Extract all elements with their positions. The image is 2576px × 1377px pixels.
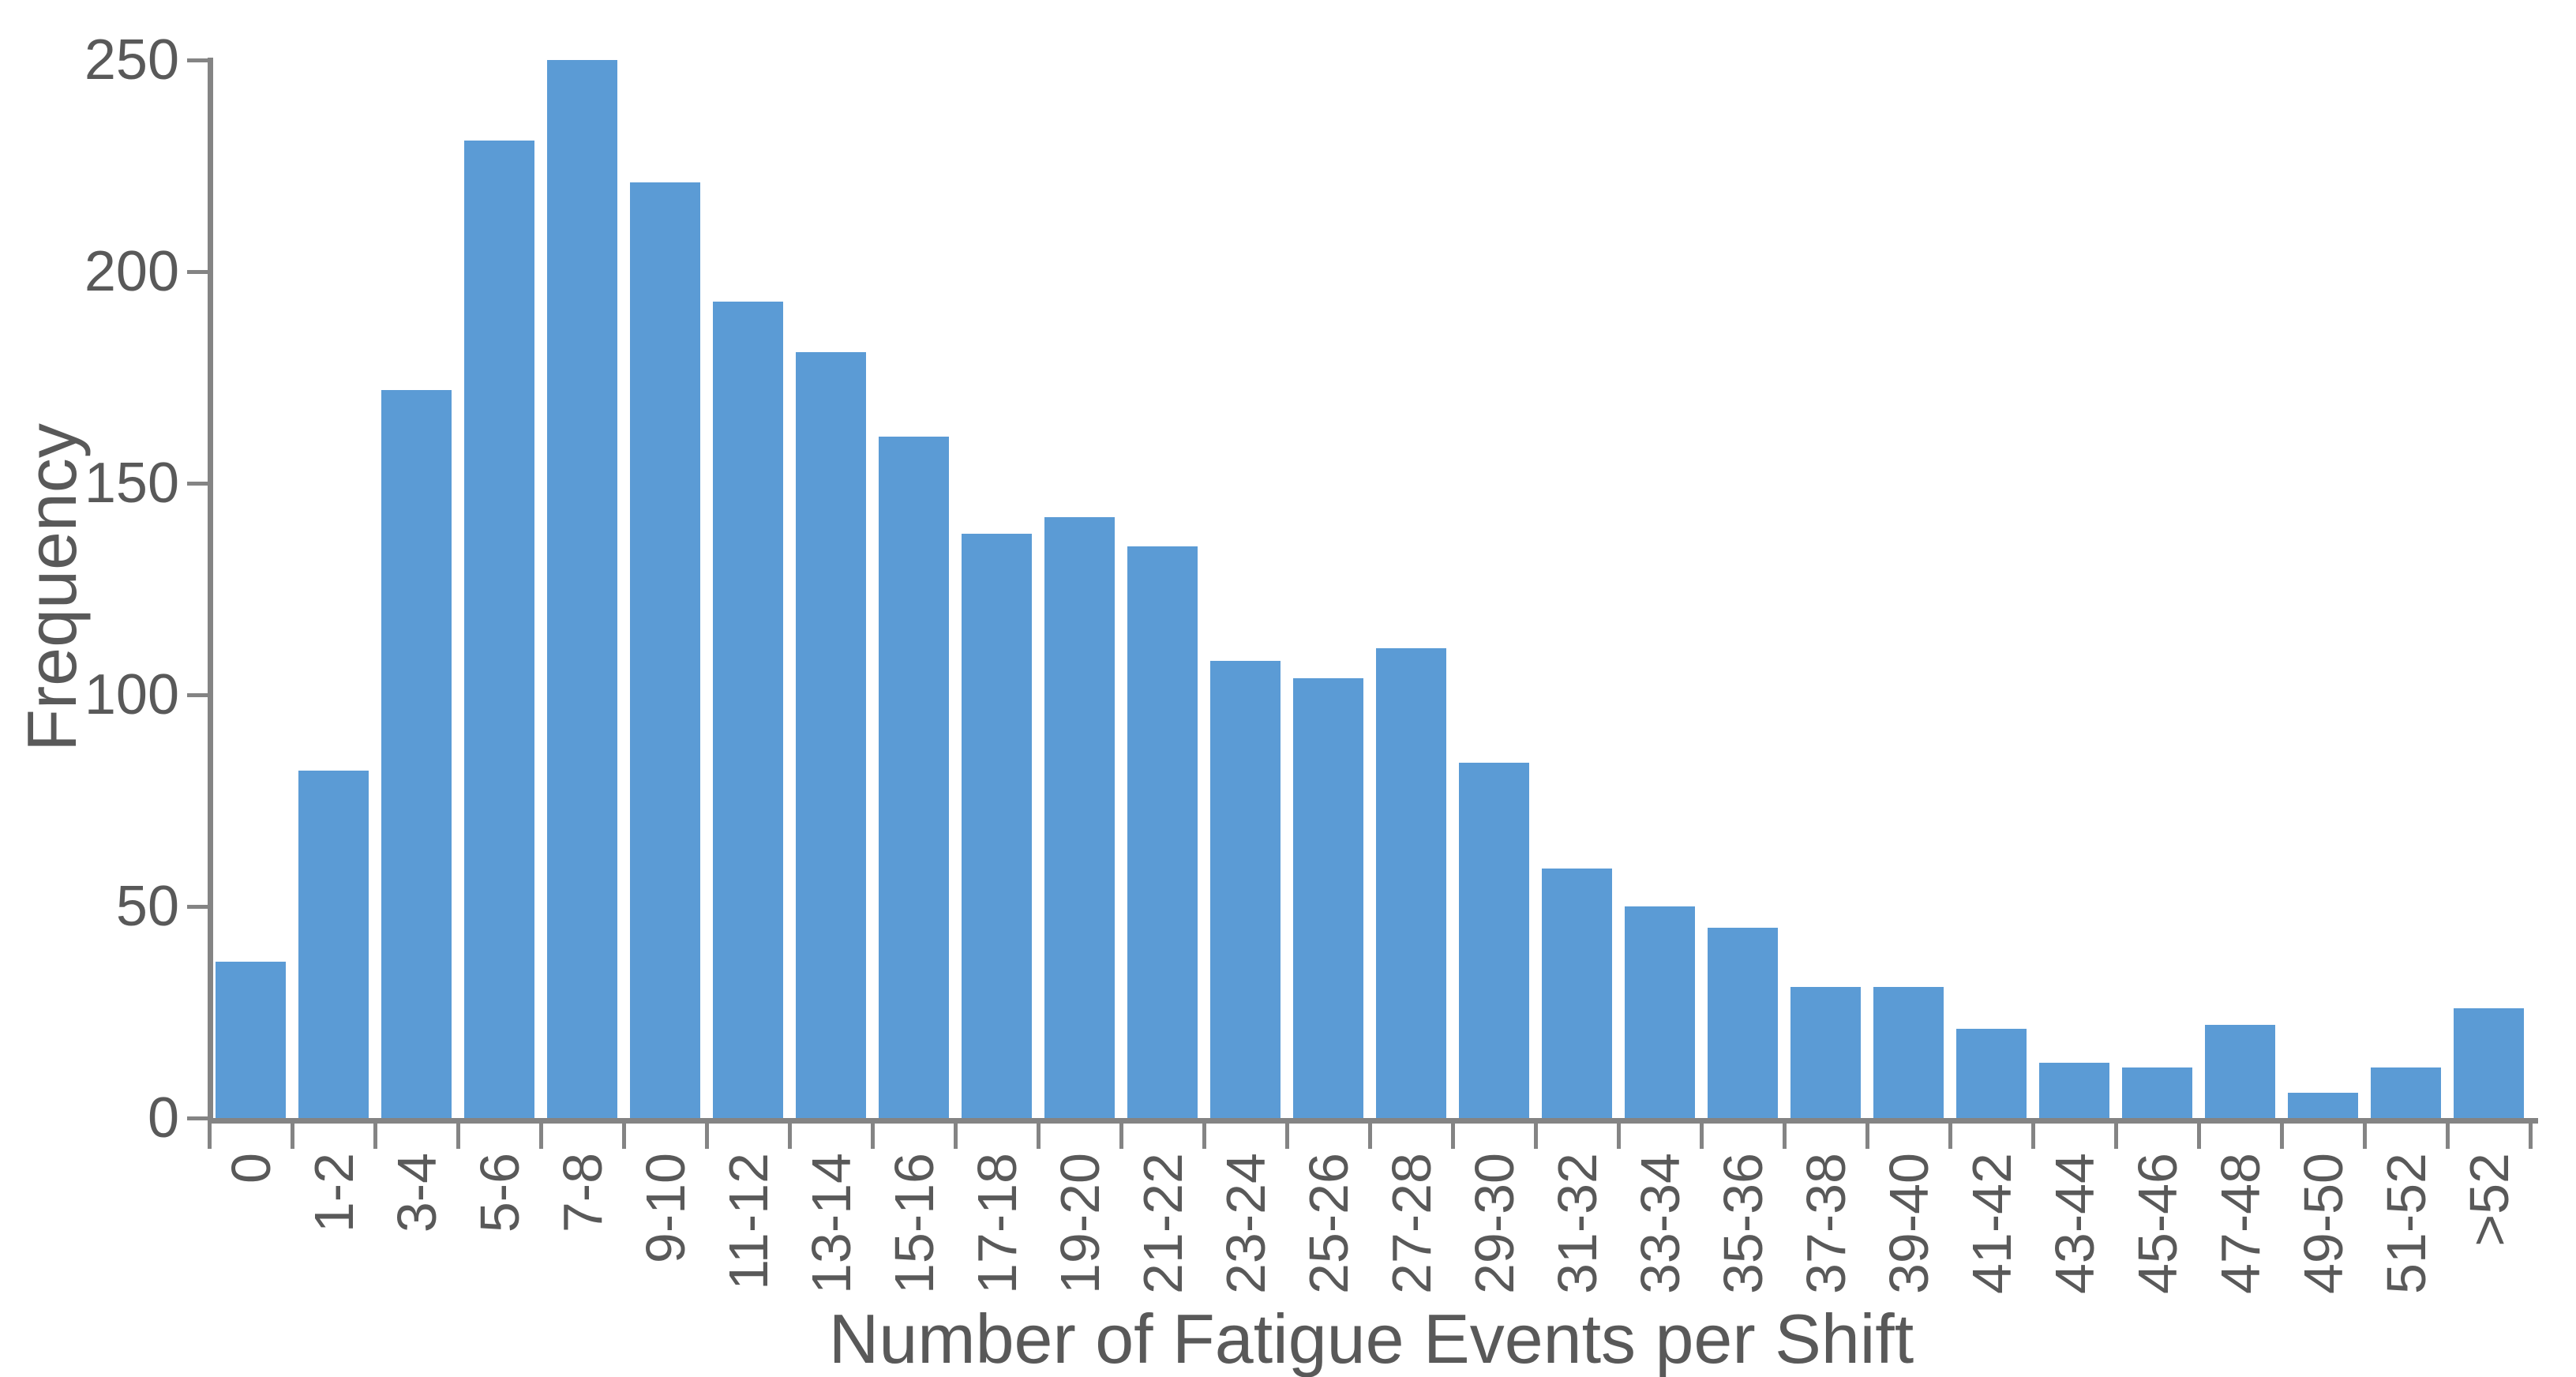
- bar: [463, 140, 535, 1118]
- bar: [2370, 1067, 2442, 1118]
- bar: [1541, 868, 1613, 1118]
- bar: [961, 534, 1033, 1118]
- x-tick-mark: [1367, 1118, 1372, 1149]
- y-tick-label: 200: [84, 240, 179, 303]
- y-axis-line: [208, 58, 213, 1124]
- bar: [795, 351, 867, 1118]
- y-tick-label: 0: [147, 1086, 179, 1150]
- x-tick-mark: [1699, 1118, 1704, 1149]
- bar: [1707, 927, 1779, 1118]
- y-tick-mark: [187, 58, 208, 62]
- bar: [629, 182, 701, 1118]
- x-axis-line: [208, 1118, 2538, 1124]
- bar: [2038, 1063, 2110, 1118]
- x-tick-mark: [2196, 1118, 2201, 1149]
- x-category-label: 49-50: [2292, 1153, 2354, 1295]
- bar: [1127, 546, 1198, 1118]
- y-tick-label: 100: [84, 663, 179, 726]
- x-tick-mark: [870, 1118, 875, 1149]
- y-tick-mark: [187, 1116, 208, 1120]
- bar: [712, 301, 784, 1118]
- x-tick-mark: [456, 1118, 460, 1149]
- y-tick-label: 150: [84, 452, 179, 515]
- x-tick-mark: [1119, 1118, 1123, 1149]
- x-tick-mark: [2528, 1118, 2533, 1149]
- x-tick-mark: [2030, 1118, 2035, 1149]
- x-tick-mark: [2279, 1118, 2284, 1149]
- bar: [381, 390, 452, 1118]
- y-tick-mark: [187, 692, 208, 697]
- bar: [1375, 648, 1447, 1118]
- x-tick-mark: [1616, 1118, 1621, 1149]
- x-tick-mark: [621, 1118, 626, 1149]
- x-category-label: 51-52: [2375, 1153, 2437, 1295]
- bar: [1458, 762, 1530, 1118]
- x-tick-mark: [538, 1118, 543, 1149]
- y-tick-mark: [187, 904, 208, 909]
- bar: [1624, 906, 1696, 1118]
- bar: [1873, 986, 1944, 1118]
- y-tick-mark: [187, 269, 208, 274]
- x-tick-mark: [1948, 1118, 1952, 1149]
- x-tick-mark: [1202, 1118, 1206, 1149]
- x-tick-mark: [1450, 1118, 1455, 1149]
- x-tick-mark: [373, 1118, 377, 1149]
- x-tick-mark: [290, 1118, 294, 1149]
- x-tick-mark: [2445, 1118, 2450, 1149]
- x-tick-mark: [704, 1118, 709, 1149]
- bar: [1292, 677, 1364, 1118]
- x-tick-mark: [2362, 1118, 2367, 1149]
- x-tick-mark: [1284, 1118, 1289, 1149]
- bar: [1044, 516, 1116, 1118]
- bar: [2453, 1007, 2525, 1118]
- x-category-label: 5-6: [468, 1153, 531, 1233]
- x-tick-mark: [787, 1118, 792, 1149]
- bar: [1955, 1029, 2027, 1118]
- x-category-label: 3-4: [385, 1153, 448, 1233]
- x-tick-mark: [1036, 1118, 1041, 1149]
- bar: [2204, 1025, 2276, 1118]
- x-category-label: 0: [219, 1153, 282, 1184]
- x-tick-mark: [1865, 1118, 1869, 1149]
- x-tick-mark: [207, 1118, 212, 1149]
- y-tick-label: 250: [84, 28, 179, 92]
- x-axis-title: Number of Fatigue Events per Shift: [828, 1300, 1914, 1377]
- bar: [298, 771, 369, 1118]
- y-tick-mark: [187, 481, 208, 486]
- x-category-label: >52: [2458, 1153, 2520, 1247]
- y-tick-label: 50: [115, 875, 179, 938]
- bar: [546, 60, 618, 1118]
- bar: [215, 961, 287, 1118]
- y-axis-title: Frequency: [13, 423, 91, 752]
- bar: [878, 437, 950, 1118]
- bar: [1209, 661, 1281, 1118]
- bar: [1790, 986, 1862, 1118]
- x-category-label: 1-2: [302, 1153, 365, 1233]
- x-tick-mark: [953, 1118, 958, 1149]
- bar: [2287, 1092, 2359, 1118]
- x-tick-mark: [2113, 1118, 2118, 1149]
- bar: [2121, 1067, 2193, 1118]
- x-tick-mark: [1533, 1118, 1538, 1149]
- x-category-label: 47-48: [2209, 1153, 2271, 1295]
- x-tick-mark: [1782, 1118, 1787, 1149]
